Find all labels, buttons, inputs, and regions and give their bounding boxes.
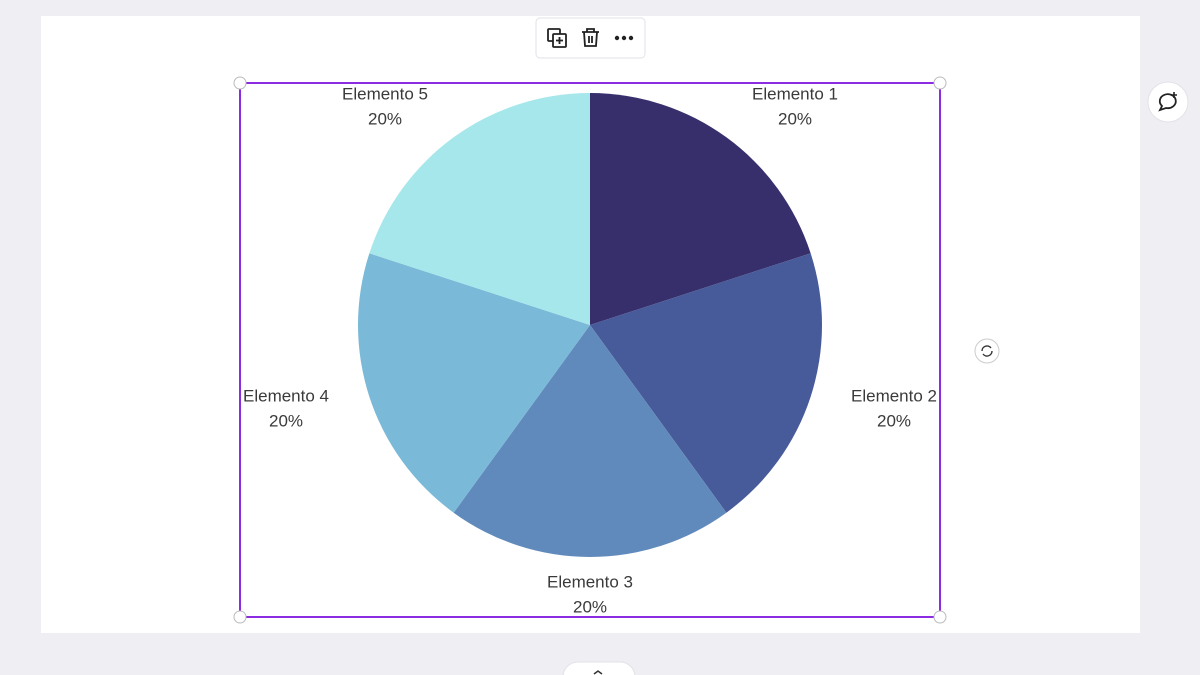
rotate-button[interactable] [974, 338, 1000, 364]
resize-handle[interactable] [933, 610, 947, 624]
duplicate-button[interactable] [547, 28, 567, 48]
toolbar [535, 17, 646, 59]
comment-button[interactable] [1147, 81, 1189, 123]
slice-value-label: 20% [573, 597, 607, 616]
page-nav-button[interactable] [562, 661, 636, 675]
more-button[interactable] [614, 35, 634, 41]
slice-value-label: 20% [368, 109, 402, 128]
resize-handle[interactable] [933, 76, 947, 90]
slice-value-label: 20% [778, 109, 812, 128]
resize-handle[interactable] [233, 610, 247, 624]
slice-label: Elemento 1 [752, 84, 838, 103]
slice-label: Elemento 3 [547, 572, 633, 591]
selection-box [239, 82, 941, 618]
pie-slice [453, 325, 727, 557]
pie-chart[interactable]: Elemento 1 20% Elemento 2 20% Elemento 3 20% E… [243, 84, 937, 616]
slice-label: Elemento 4 [243, 386, 329, 405]
resize-handle[interactable] [233, 76, 247, 90]
pie-slice [590, 93, 811, 325]
slice-label: Elemento 5 [342, 84, 428, 103]
pie-slice [590, 253, 822, 513]
pie-slice [358, 253, 590, 513]
slice-value-label: 20% [877, 411, 911, 430]
delete-button[interactable] [582, 28, 599, 47]
slice-value-label: 20% [269, 411, 303, 430]
slice-label: Elemento 2 [851, 386, 937, 405]
pie-slice [369, 93, 590, 325]
